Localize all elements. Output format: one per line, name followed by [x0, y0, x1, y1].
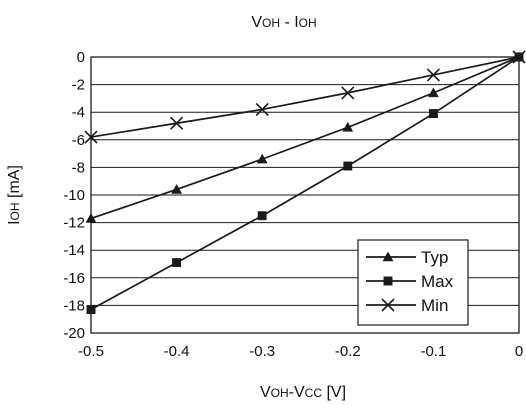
text-part: -V — [289, 384, 305, 401]
data-point-typ — [256, 153, 268, 164]
text-part: - I — [280, 14, 299, 31]
legend-item-max: Max — [366, 272, 454, 291]
data-point-typ — [171, 183, 183, 194]
y-tick-label: -2 — [72, 77, 85, 94]
x-axis-title: VOH-VCC [V] — [260, 384, 346, 401]
y-tick-label: -14 — [63, 242, 85, 259]
y-tick-label: -4 — [72, 104, 85, 121]
text-part: CC — [305, 386, 323, 400]
legend-label: Typ — [421, 248, 448, 267]
data-point-min — [170, 116, 184, 130]
text-part: OH — [8, 202, 22, 220]
y-tick-label: -18 — [63, 297, 85, 314]
y-tick-label: -16 — [63, 270, 85, 287]
series-line-max — [90, 56, 520, 311]
y-tick-label: 0 — [77, 49, 85, 66]
y-tick-label: -8 — [72, 159, 85, 176]
text-part: OH — [271, 386, 289, 400]
text-part: [mA] — [6, 165, 23, 202]
data-point-max — [172, 258, 182, 268]
series-layer — [84, 50, 526, 314]
x-tick-label: -0.2 — [335, 343, 361, 360]
chart-title: VOH - IOH — [251, 14, 316, 31]
x-tick-label: -0.5 — [78, 343, 104, 360]
y-axis-title: IOH [mA] — [6, 165, 23, 225]
legend-box — [357, 239, 469, 326]
text-part: V — [260, 384, 271, 401]
y-tick-label: -10 — [63, 187, 85, 204]
data-point-max — [257, 211, 267, 221]
legend-marker-typ — [382, 251, 394, 262]
text-part: OH — [299, 16, 317, 30]
legend-marker-max — [383, 276, 393, 286]
x-tick-labels: -0.5 -0.4 -0.3 -0.2 -0.1 0 — [78, 343, 523, 360]
series-min — [84, 50, 526, 144]
data-point-typ — [342, 121, 354, 132]
series-line-min — [90, 56, 520, 138]
plot-area-frame — [90, 56, 520, 334]
legend-item-min: Min — [366, 296, 448, 315]
series-line-typ — [90, 56, 520, 220]
series-typ — [85, 51, 525, 223]
legend-label: Min — [421, 296, 448, 315]
text-part: OH — [262, 16, 280, 30]
data-point-min — [341, 86, 355, 100]
x-tick-label: -0.1 — [420, 343, 446, 360]
text-part: V — [251, 14, 262, 31]
data-point-min — [255, 102, 269, 117]
legend-label: Max — [421, 272, 454, 291]
x-tick-label: 0 — [515, 343, 523, 360]
data-point-max — [428, 109, 438, 119]
data-point-min — [426, 68, 440, 82]
legend-marker-min — [381, 298, 395, 312]
x-tick-label: -0.4 — [164, 343, 190, 360]
text-part: [V] — [322, 384, 346, 401]
text-part: I — [6, 220, 23, 224]
y-tick-label: -20 — [63, 325, 85, 342]
y-tick-labels: 0 -2 -4 -6 -8 -10 -12 -14 -16 -18 -20 — [63, 49, 85, 342]
x-tick-label: -0.3 — [249, 343, 275, 360]
data-point-min — [84, 130, 98, 144]
legend: Typ Max Min — [357, 239, 469, 326]
data-point-typ — [427, 87, 439, 98]
data-point-max — [343, 161, 353, 171]
y-tick-label: -12 — [63, 215, 85, 232]
y-tick-label: -6 — [72, 132, 85, 149]
data-point-min — [512, 50, 526, 64]
data-point-typ — [85, 212, 97, 223]
data-point-max — [86, 305, 96, 314]
legend-item-typ: Typ — [366, 248, 448, 267]
